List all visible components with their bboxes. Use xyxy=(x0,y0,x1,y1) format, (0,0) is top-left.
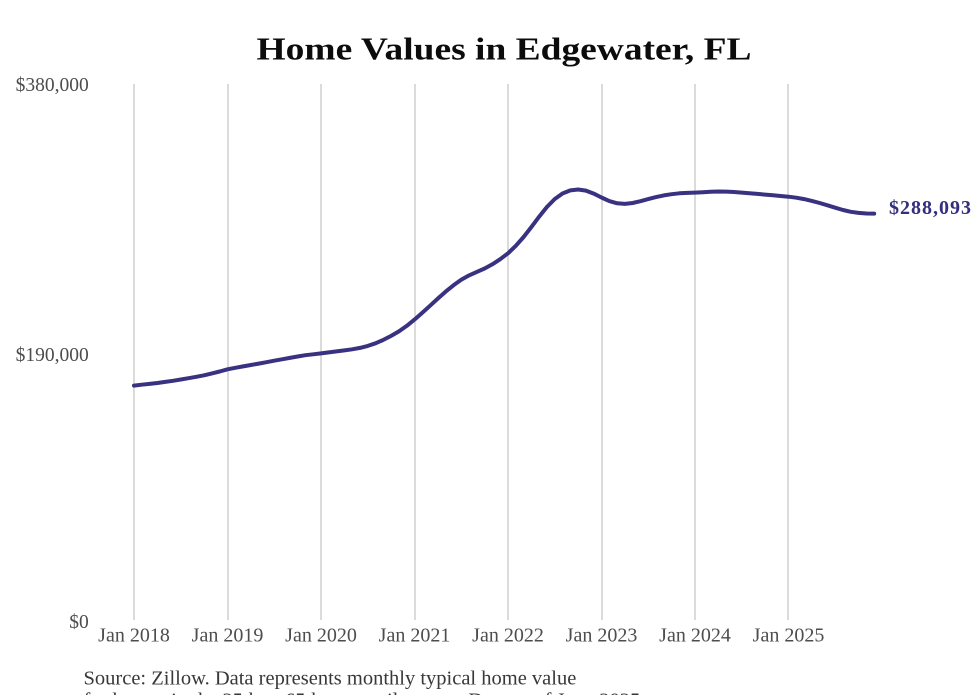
svg-text:for homes in the 35th to 65th: for homes in the 35th to 65th percentile… xyxy=(84,690,641,699)
svg-text:Jan 2022: Jan 2022 xyxy=(472,624,544,646)
svg-text:$0: $0 xyxy=(69,612,89,633)
svg-text:Home Values in Edgewater, FL: Home Values in Edgewater, FL xyxy=(257,31,752,67)
svg-text:Jan 2020: Jan 2020 xyxy=(285,624,357,646)
svg-text:$380,000: $380,000 xyxy=(16,75,89,96)
svg-text:Jan 2021: Jan 2021 xyxy=(379,624,451,646)
svg-text:Source: Zillow. Data represent: Source: Zillow. Data represents monthly … xyxy=(84,667,577,689)
svg-text:$190,000: $190,000 xyxy=(16,345,89,366)
svg-text:$288,093: $288,093 xyxy=(889,197,972,219)
svg-text:Jan 2025: Jan 2025 xyxy=(753,624,825,646)
svg-text:Jan 2024: Jan 2024 xyxy=(659,624,731,646)
svg-text:Jan 2018: Jan 2018 xyxy=(98,624,170,646)
svg-text:Jan 2023: Jan 2023 xyxy=(566,624,638,646)
svg-text:Jan 2019: Jan 2019 xyxy=(192,624,264,646)
